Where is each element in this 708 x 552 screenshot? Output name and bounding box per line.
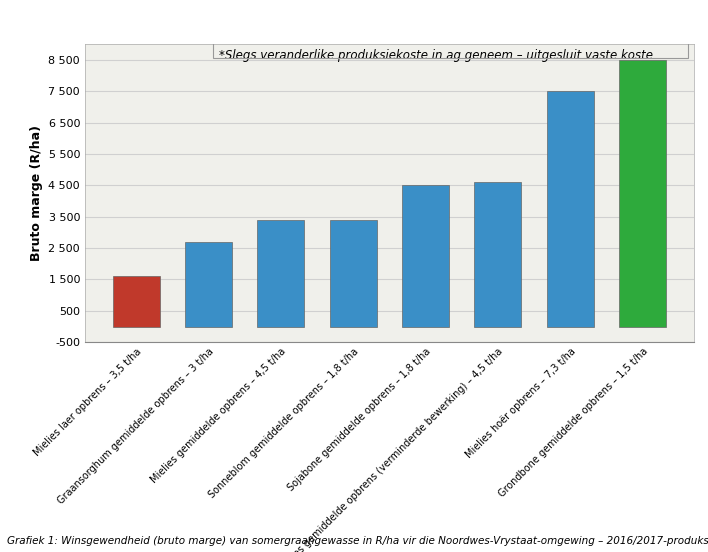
Bar [257, 220, 304, 327]
Bar [402, 185, 449, 327]
Bar [619, 60, 666, 327]
Bar [474, 182, 522, 327]
Bar [547, 91, 594, 327]
Bar [185, 242, 232, 327]
Y-axis label: Bruto marge (R/ha): Bruto marge (R/ha) [30, 125, 43, 261]
Bar [113, 277, 160, 327]
Bar [213, 36, 687, 57]
Bar [330, 220, 377, 327]
Text: *Slegs veranderlike produksiekoste in ag geneem – uitgesluit vaste koste: *Slegs veranderlike produksiekoste in ag… [219, 49, 653, 62]
Text: Grafiek 1: Winsgewendheid (bruto marge) van somergraangewasse in R/ha vir die No: Grafiek 1: Winsgewendheid (bruto marge) … [7, 537, 708, 546]
